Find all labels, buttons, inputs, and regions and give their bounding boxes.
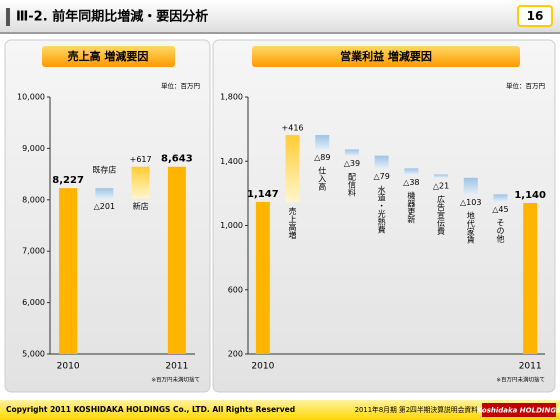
- bar: [255, 201, 270, 354]
- value-label: △79: [373, 172, 389, 181]
- value-label: △45: [492, 205, 508, 214]
- note: ※百万円未満切捨て: [151, 376, 200, 384]
- y-tick-label: 1,400: [220, 157, 243, 166]
- x-tick-label: 2011: [519, 362, 542, 372]
- value-label: +416: [282, 124, 304, 133]
- y-tick-label: 8,000: [22, 195, 45, 204]
- value-label: △39: [344, 159, 360, 168]
- value-label: 1,147: [247, 189, 279, 200]
- bar: [285, 135, 300, 202]
- x-tick-label: 2010: [251, 362, 274, 372]
- bar: [374, 155, 389, 169]
- note: ※百万円未満切捨て: [496, 376, 545, 384]
- y-tick-label: 7,000: [22, 247, 45, 256]
- category-label: 機器更新: [407, 190, 416, 224]
- bar: [131, 166, 150, 199]
- y-tick-label: 10,000: [17, 93, 45, 102]
- value-label: △21: [433, 181, 449, 190]
- value-label: 8,643: [161, 154, 193, 165]
- footer-document: 2011年8月期 第2四半期決算説明会資料: [355, 405, 478, 414]
- category-label: 広告宣伝費: [437, 194, 446, 236]
- page-number: 16: [527, 9, 544, 23]
- chart-title: 売上高 増減要因: [68, 49, 149, 63]
- value-label: △89: [314, 153, 330, 162]
- bar: [523, 203, 538, 354]
- bar: [404, 168, 419, 175]
- header-bg: [0, 0, 560, 34]
- chart-title-box: [252, 46, 520, 67]
- bar: [344, 149, 359, 156]
- chart-title-box: [42, 46, 175, 67]
- x-tick-label: 2010: [57, 362, 80, 372]
- unit: 単位：百万円: [161, 81, 200, 90]
- logo-box: [482, 403, 556, 417]
- y-tick-label: 5,000: [22, 350, 45, 359]
- y-tick-label: 1,000: [220, 221, 243, 230]
- bar: [493, 194, 508, 202]
- chart-title: 営業利益 増減要因: [340, 49, 432, 63]
- category-label: 既存店: [92, 165, 116, 175]
- category-label: 地代家賃: [466, 210, 475, 244]
- bar: [59, 188, 78, 354]
- value-label: 1,140: [514, 190, 546, 201]
- bar: [95, 188, 114, 199]
- category-label: 水道・光熱費: [377, 184, 386, 234]
- bar: [434, 174, 449, 178]
- value-label: +617: [130, 155, 152, 164]
- value-label: 8,227: [52, 175, 84, 186]
- unit: 単位：百万円: [506, 81, 545, 90]
- bar: [167, 166, 186, 354]
- bar: [315, 135, 330, 150]
- footer-bg: [0, 400, 560, 420]
- y-tick-label: 600: [228, 285, 243, 294]
- category-label: 配信料: [347, 173, 356, 198]
- bar: [463, 177, 478, 195]
- page-box: [517, 5, 553, 27]
- category-label: その他: [496, 219, 505, 244]
- category-label: 仕入高: [318, 165, 327, 191]
- panel: [4, 39, 211, 393]
- header-title: Ⅲ-2. 前年同期比増減・要因分析: [16, 9, 208, 25]
- value-label: △103: [460, 198, 481, 207]
- category-label: 売上高増: [288, 206, 297, 240]
- y-tick-label: 6,000: [22, 298, 45, 307]
- x-tick-label: 2011: [165, 362, 188, 372]
- y-tick-label: 1,800: [220, 93, 243, 102]
- y-tick-label: 200: [228, 350, 243, 359]
- value-label: △38: [403, 178, 419, 187]
- footer-copyright: Copyright 2011 KOSHIDAKA HOLDINGS Co., L…: [6, 405, 295, 414]
- header-mark: [6, 8, 10, 26]
- value-label: △201: [94, 202, 115, 211]
- y-tick-label: 9,000: [22, 144, 45, 153]
- logo: Koshidaka HOLDINGS: [477, 407, 560, 415]
- category-label: 新店: [133, 201, 149, 211]
- panel: [212, 39, 556, 393]
